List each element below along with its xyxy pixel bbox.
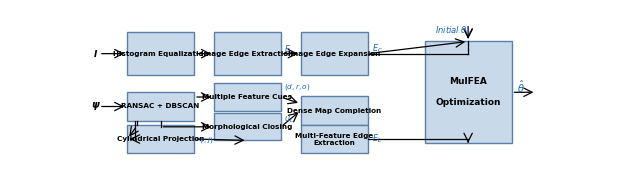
FancyBboxPatch shape: [127, 125, 194, 153]
Text: I: I: [94, 50, 97, 59]
Text: Multiple Feature Cues: Multiple Feature Cues: [202, 94, 292, 100]
FancyBboxPatch shape: [425, 42, 511, 143]
FancyBboxPatch shape: [301, 32, 368, 75]
Text: $E_C$: $E_C$: [372, 43, 383, 55]
FancyBboxPatch shape: [214, 113, 281, 140]
Text: $u_L$: $u_L$: [284, 114, 294, 125]
Text: Image Edge Extraction: Image Edge Extraction: [201, 51, 294, 57]
Text: $(d, r, o)$: $(d, r, o)$: [284, 82, 311, 92]
FancyBboxPatch shape: [127, 32, 194, 75]
FancyBboxPatch shape: [127, 92, 194, 121]
FancyBboxPatch shape: [301, 125, 368, 153]
Text: RANSAC + DBSCAN: RANSAC + DBSCAN: [122, 103, 200, 109]
Text: $(i, j)$: $(i, j)$: [199, 135, 214, 144]
Text: Initial $\theta_0$: Initial $\theta_0$: [435, 24, 471, 37]
Text: Multi-Feature Edge
Extraction: Multi-Feature Edge Extraction: [295, 133, 373, 146]
FancyBboxPatch shape: [214, 83, 281, 111]
Text: Dense Map Completion: Dense Map Completion: [287, 108, 381, 114]
Text: ψ: ψ: [91, 100, 99, 110]
FancyBboxPatch shape: [301, 96, 368, 125]
Text: $E_L$: $E_L$: [372, 132, 381, 144]
Text: Cylindrical Projection: Cylindrical Projection: [117, 136, 204, 142]
Text: $\hat{\theta}$: $\hat{\theta}$: [518, 79, 525, 95]
Text: Morphological Closing: Morphological Closing: [202, 124, 292, 130]
Text: MulFEA

Optimization: MulFEA Optimization: [435, 77, 501, 107]
Text: Image Edge Expansion: Image Edge Expansion: [288, 51, 380, 57]
Text: $E$: $E$: [284, 43, 291, 54]
FancyBboxPatch shape: [214, 32, 281, 75]
Text: Histogram Equalization: Histogram Equalization: [113, 51, 209, 57]
